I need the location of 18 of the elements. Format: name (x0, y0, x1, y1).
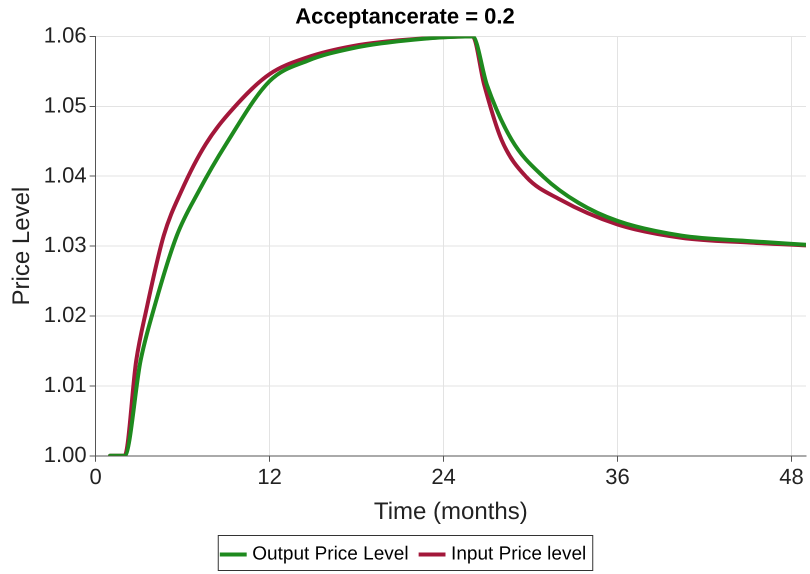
y-tick-label: 1.03 (44, 232, 87, 258)
x-tick-label: 48 (779, 464, 804, 490)
y-axis-title: Price Level (8, 186, 36, 306)
x-tick-label: 0 (89, 464, 102, 490)
legend-label: Input Price level (451, 544, 586, 565)
x-axis-title: Time (months) (374, 498, 528, 526)
chart-title: Acceptancerate = 0.2 (295, 3, 515, 28)
legend-label: Output Price Level (252, 544, 409, 565)
x-tick-label: 24 (431, 464, 456, 490)
y-tick-label: 1.05 (44, 92, 87, 118)
y-tick-label: 1.02 (44, 302, 87, 328)
y-tick-label: 1.04 (44, 162, 87, 188)
y-tick-label: 1.06 (44, 22, 87, 48)
line-series (108, 36, 806, 456)
y-tick-label: 1.00 (44, 442, 87, 467)
y-tick-label: 1.01 (44, 372, 87, 397)
x-tick-label: 36 (605, 464, 630, 490)
x-tick-label: 12 (257, 464, 282, 490)
